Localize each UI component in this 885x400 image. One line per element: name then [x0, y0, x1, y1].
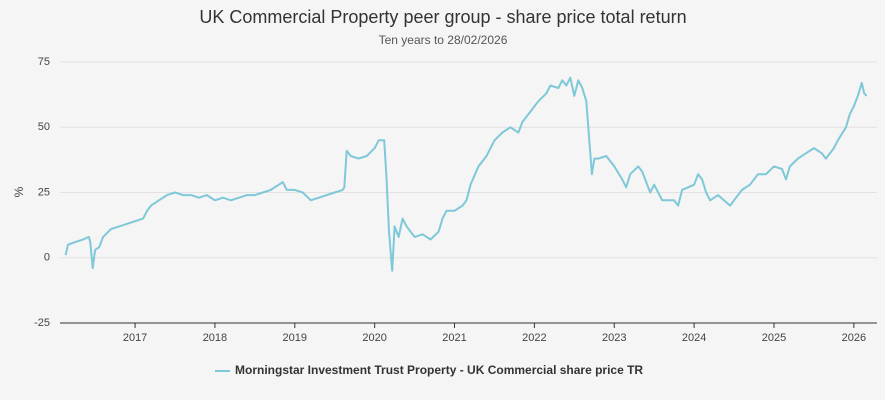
- y-tick-label: 50: [38, 121, 50, 133]
- x-tick-label: 2022: [522, 332, 546, 344]
- chart-subtitle: Ten years to 28/02/2026: [379, 33, 508, 47]
- y-tick-label: 25: [38, 186, 50, 198]
- x-tick-label: 2019: [283, 332, 307, 344]
- y-tick-label: 75: [38, 56, 50, 68]
- x-tick-label: 2025: [762, 332, 786, 344]
- x-tick-label: 2026: [842, 332, 866, 344]
- legend-label: Morningstar Investment Trust Property - …: [235, 363, 643, 377]
- y-tick-label: 0: [44, 252, 50, 264]
- x-tick-label: 2024: [682, 332, 706, 344]
- x-tick-label: 2023: [602, 332, 626, 344]
- x-tick-label: 2018: [203, 332, 227, 344]
- x-tick-label: 2017: [123, 332, 147, 344]
- x-tick-label: 2020: [362, 332, 386, 344]
- y-axis-label: %: [12, 186, 26, 197]
- chart-title: UK Commercial Property peer group - shar…: [199, 7, 686, 27]
- series-line: [64, 76, 868, 272]
- y-tick-label: -25: [34, 317, 50, 329]
- x-tick-label: 2021: [442, 332, 466, 344]
